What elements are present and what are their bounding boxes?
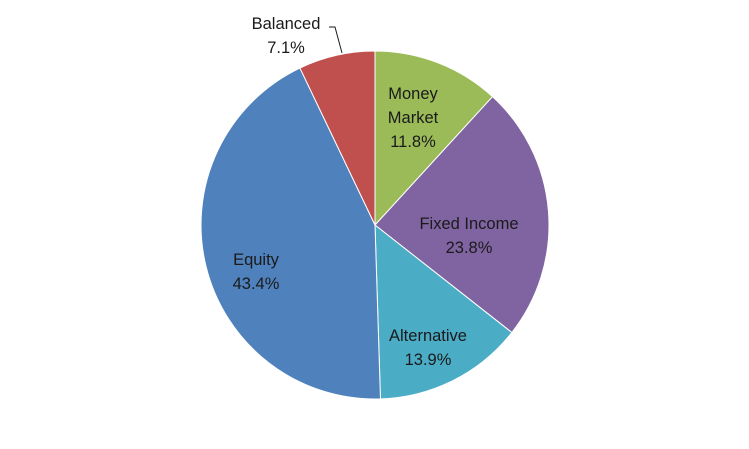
slice-percent-label: 11.8% — [390, 133, 436, 151]
leader-line-balanced — [329, 26, 343, 54]
slice-name-label: Alternative — [389, 327, 467, 345]
data-label-alternative: Alternative 13.9% — [389, 327, 467, 369]
pie-slice-money-market — [374, 50, 494, 227]
data-label-money-market: Money Market 11.8% — [388, 85, 439, 151]
pie-slice-equity — [200, 67, 381, 400]
pie-slice-alternative — [374, 223, 513, 400]
slice-percent-label: 13.9% — [405, 351, 452, 369]
data-label-fixed-income: Fixed Income 23.8% — [419, 215, 518, 257]
slice-percent-label: 7.1% — [267, 39, 305, 57]
pie-slice-fixed-income — [374, 95, 550, 334]
slice-name-label: Market — [388, 109, 439, 127]
slice-name-label: Balanced — [252, 15, 321, 33]
data-label-equity: Equity 43.4% — [233, 251, 280, 293]
slice-name-label: Equity — [233, 251, 280, 269]
pie-slice-balanced — [299, 50, 376, 226]
slice-name-label: Fixed Income — [419, 215, 518, 233]
slice-percent-label: 43.4% — [233, 275, 280, 293]
slice-percent-label: 23.8% — [446, 239, 493, 257]
data-label-balanced: Balanced 7.1% — [252, 15, 321, 57]
slice-name-label: Money — [388, 85, 438, 103]
